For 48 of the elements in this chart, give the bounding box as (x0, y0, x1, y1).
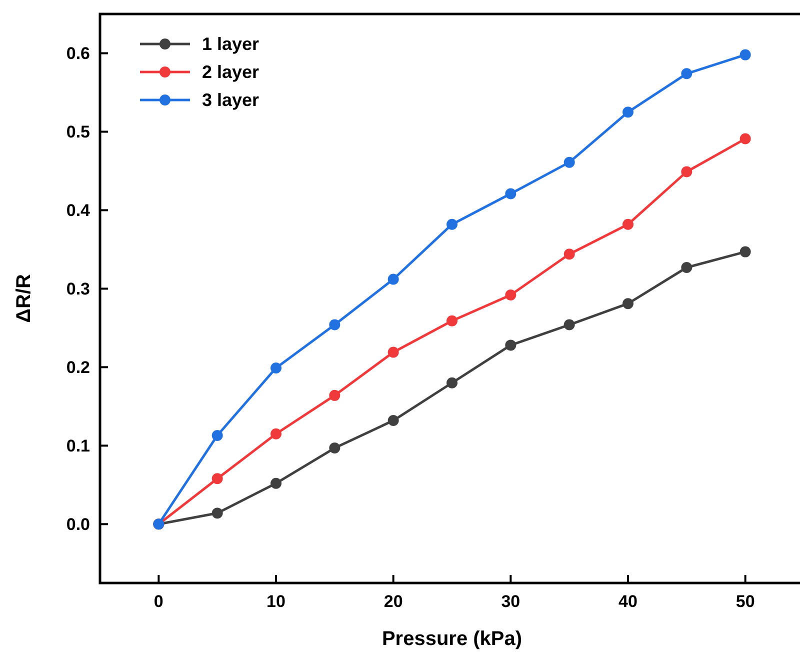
point (740, 133, 751, 144)
y-tick-label: 0.3 (66, 280, 90, 299)
point (446, 218, 458, 230)
point (505, 340, 516, 351)
point (388, 415, 399, 426)
point (622, 106, 634, 118)
point (270, 362, 282, 374)
x-tick-label: 20 (384, 592, 403, 611)
point (740, 49, 751, 60)
y-axis-title: ΔR/R (13, 274, 35, 323)
point (212, 473, 223, 484)
x-tick-label: 50 (736, 592, 755, 611)
point (446, 315, 458, 326)
point (388, 346, 399, 358)
point (329, 442, 340, 454)
point (329, 390, 340, 401)
legend-label: 1 layer (202, 34, 260, 54)
point (270, 428, 282, 440)
point (681, 68, 692, 80)
point (329, 319, 340, 330)
point (564, 248, 575, 260)
point (505, 188, 516, 200)
point (505, 289, 516, 300)
y-tick-label: 0.2 (66, 358, 90, 378)
x-axis-title: Pressure (kPa) (382, 628, 522, 650)
y-tick-label: 0.5 (66, 122, 90, 142)
point (446, 377, 458, 388)
y-tick-label: 0.4 (66, 201, 91, 220)
x-tick-label: 40 (618, 592, 638, 611)
y-tick-label: 0.0 (66, 515, 90, 534)
legend-label: 3 layer (202, 90, 260, 110)
point (388, 274, 399, 285)
point (212, 430, 223, 441)
legend-label: 2 layer (202, 62, 260, 82)
x-tick-label: 10 (266, 592, 286, 611)
point (212, 508, 223, 519)
x-tick-label: 30 (501, 592, 520, 611)
x-tick-label: 0 (154, 592, 164, 611)
y-tick-label: 0.1 (66, 436, 90, 456)
point (270, 478, 282, 489)
y-tick-label: 0.6 (66, 44, 90, 64)
point (622, 298, 634, 310)
point (681, 166, 692, 178)
point (564, 156, 575, 168)
point (740, 246, 751, 258)
point (681, 262, 692, 273)
point (622, 218, 634, 230)
point (564, 319, 575, 330)
